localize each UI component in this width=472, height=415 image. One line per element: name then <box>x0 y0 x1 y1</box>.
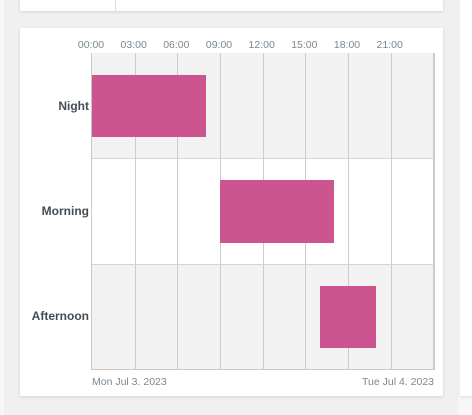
hour-gridline <box>348 53 349 369</box>
hour-tick-label: 09:00 <box>205 39 233 51</box>
timeline-bar-afternoon[interactable] <box>319 285 377 348</box>
hour-tick-label: 21:00 <box>376 39 403 51</box>
row-separator <box>92 263 434 265</box>
row-separator <box>92 158 434 160</box>
hour-tick-label: 03:00 <box>120 39 147 51</box>
hour-tick-label: 06:00 <box>163 39 190 51</box>
hour-tick-label: 18:00 <box>333 39 361 51</box>
hour-gridline <box>134 53 136 369</box>
hour-tick-label: 15:00 <box>291 39 318 51</box>
adjacent-panel-right <box>458 0 472 415</box>
hour-tick-label: 12:00 <box>248 39 275 51</box>
end-date-label: Tue Jul 4. 2023 <box>362 376 434 388</box>
hour-tick-label: 00:00 <box>77 39 105 51</box>
previous-card <box>20 0 443 11</box>
adjacent-panel-left <box>0 0 4 415</box>
timeline-plot <box>91 53 435 370</box>
row-label-morning: Morning <box>41 204 89 218</box>
row-label-afternoon: Afternoon <box>31 309 89 324</box>
previous-card-divider <box>115 0 116 11</box>
start-date-label: Mon Jul 3. 2023 <box>92 376 167 388</box>
hour-gridline <box>390 53 392 369</box>
timeline-bar-morning[interactable] <box>220 180 334 243</box>
row-label-night: Night <box>58 98 89 113</box>
hour-gridline <box>177 53 179 369</box>
timeline-bar-night[interactable] <box>92 75 206 138</box>
hour-gridline <box>433 53 435 369</box>
